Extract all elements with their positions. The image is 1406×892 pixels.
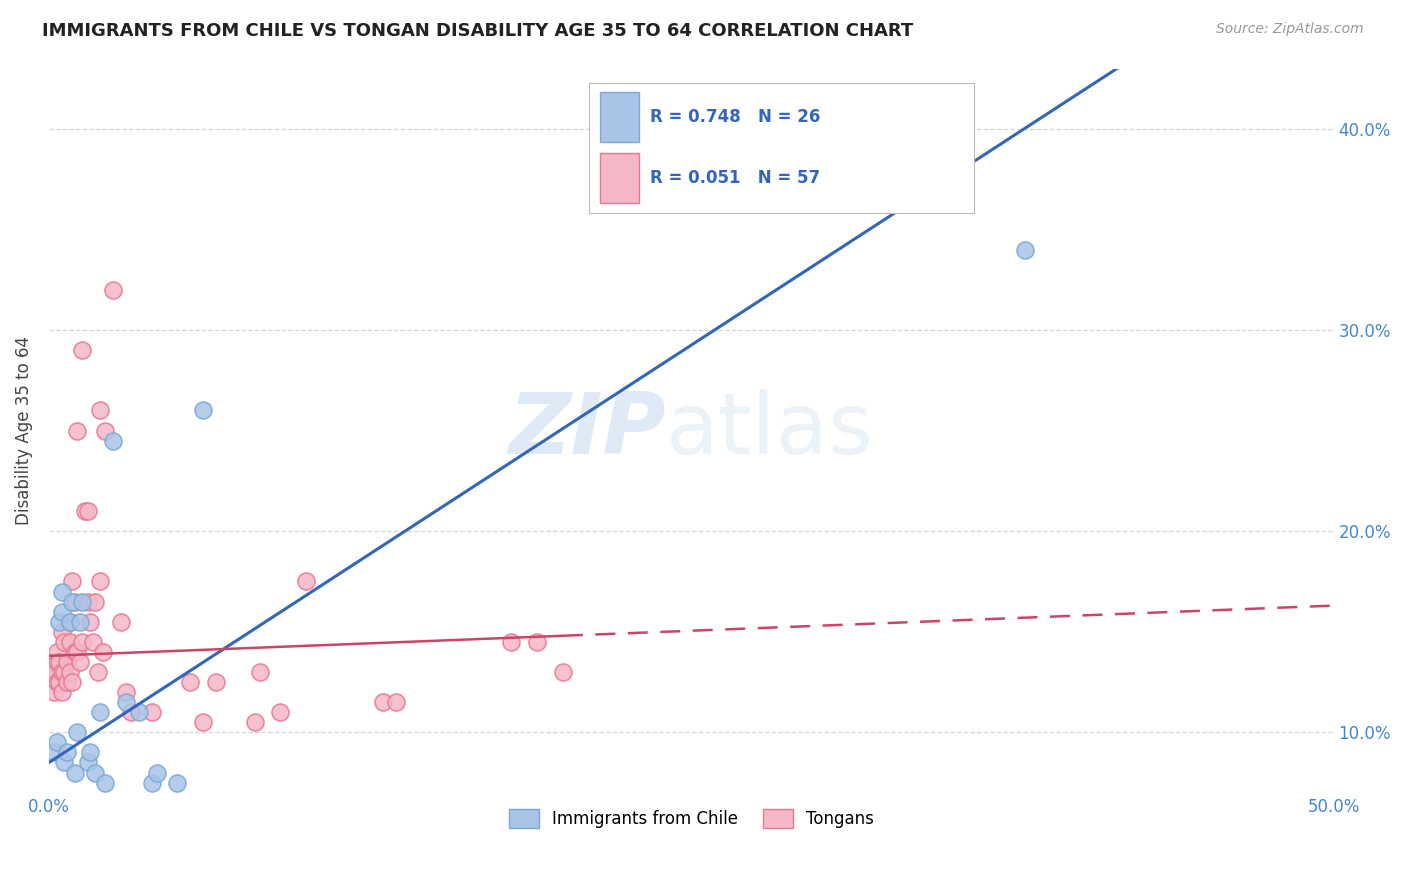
Point [94,775,117,789]
Point [551,665,574,679]
Point [89,403,111,417]
Point [42,685,65,699]
Point [51,665,73,679]
Point [58,615,80,629]
Point [205,675,228,690]
Text: Source: ZipAtlas.com: Source: ZipAtlas.com [1216,22,1364,37]
Point [103,283,125,297]
Point [269,705,291,719]
Point [56,675,79,690]
Point [128,705,150,719]
Point [141,775,163,789]
Point [60,574,83,589]
Point [63,645,86,659]
Point [76,594,98,608]
Point [79,746,101,760]
Point [66,725,89,739]
Point [48,615,70,629]
Point [385,695,408,709]
Point [51,584,73,599]
Point [115,685,138,699]
Point [179,675,201,690]
Point [45,655,67,669]
Text: atlas: atlas [665,389,873,472]
Point [58,634,80,648]
Point [76,756,98,770]
Point [42,665,65,679]
Point [53,665,76,679]
Point [91,645,114,659]
Point [45,735,67,749]
Point [249,665,271,679]
Point [69,655,91,669]
Point [120,705,142,719]
Point [56,655,79,669]
Point [41,655,63,669]
Point [79,615,101,629]
Point [51,685,73,699]
Point [76,504,98,518]
Point [58,665,80,679]
Text: ZIP: ZIP [508,389,665,472]
Point [110,615,132,629]
Point [1014,243,1036,257]
Point [63,594,86,608]
Point [72,343,94,358]
Point [89,705,111,719]
Point [526,634,548,648]
Point [94,424,117,438]
Point [166,775,188,789]
Point [72,634,94,648]
Point [191,715,214,730]
Point [501,634,523,648]
Point [191,403,214,417]
Point [51,605,73,619]
Point [53,756,76,770]
Point [48,655,70,669]
Point [53,634,76,648]
Point [115,695,138,709]
Point [42,746,65,760]
Point [56,746,79,760]
Point [45,645,67,659]
Point [295,574,318,589]
Point [72,594,94,608]
Point [66,645,89,659]
Point [60,675,83,690]
Point [371,695,394,709]
Point [103,434,125,448]
Y-axis label: Disability Age 35 to 64: Disability Age 35 to 64 [15,336,32,525]
Point [41,665,63,679]
Point [128,796,150,810]
Point [73,504,96,518]
Point [82,634,104,648]
Point [84,594,107,608]
Point [66,424,89,438]
Legend: Immigrants from Chile, Tongans: Immigrants from Chile, Tongans [502,803,880,835]
Point [141,705,163,719]
Point [69,615,91,629]
Point [48,675,70,690]
Point [146,765,169,780]
Point [87,665,110,679]
Point [63,765,86,780]
Point [58,615,80,629]
Point [51,624,73,639]
Point [60,594,83,608]
Point [89,574,111,589]
Point [243,715,266,730]
Text: IMMIGRANTS FROM CHILE VS TONGAN DISABILITY AGE 35 TO 64 CORRELATION CHART: IMMIGRANTS FROM CHILE VS TONGAN DISABILI… [42,22,914,40]
Point [45,675,67,690]
Point [84,765,107,780]
